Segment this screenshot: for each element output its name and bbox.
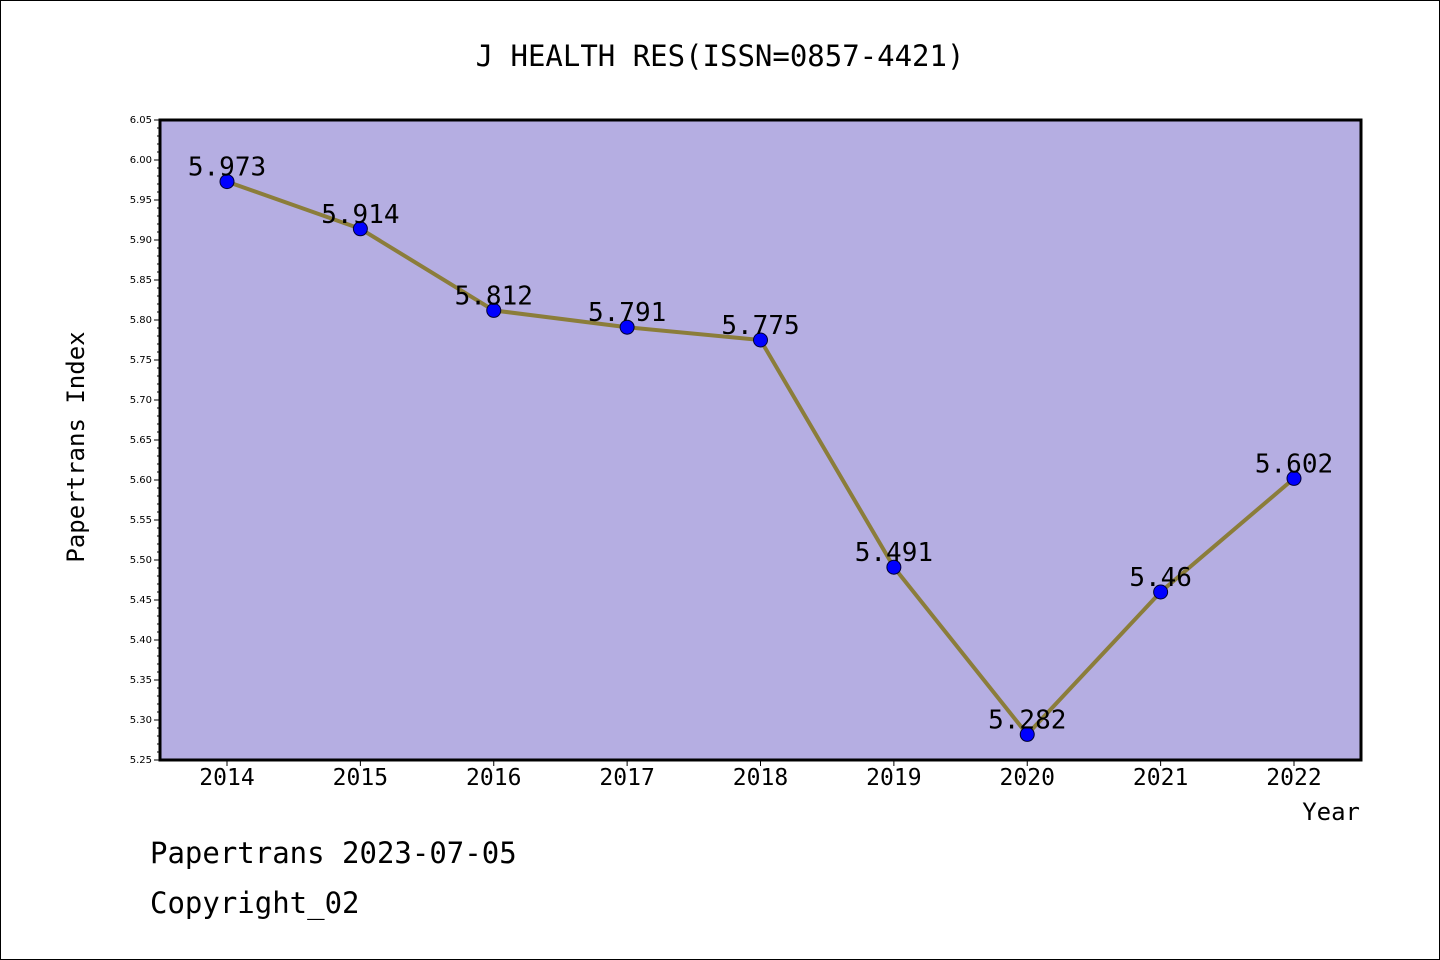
x-tick-label: 2020 [1000,765,1055,791]
data-point [1286,470,1302,486]
data-point [352,221,368,237]
y-tick-label: 5.35 [130,675,152,686]
x-tick-label: 2022 [1266,765,1321,791]
x-tick-label: 2015 [333,765,388,791]
x-axis-label: Year [1302,798,1360,826]
x-tick-label: 2019 [866,765,921,791]
data-labels: 5.973 5.914 5.812 5.791 5.775 5.491 5.282 5.46 5… [188,153,1333,736]
data-label: 5.791 [588,298,666,328]
y-tick-label: 6.05 [130,115,152,126]
data-label: 5.775 [721,311,799,341]
y-tick-label: 5.80 [130,315,152,326]
chart-title: J HEALTH RES(ISSN=0857-4421) [476,39,965,73]
data-point [1019,726,1035,742]
footer-date: Papertrans 2023-07-05 [150,836,517,870]
data-label: 5.812 [455,281,533,311]
y-tick-label: 5.50 [130,555,152,566]
x-axis-ticks: 2014 2015 2016 2017 2018 2019 2020 2021 2022 [199,760,1322,791]
y-axis-label: Papertrans Index [62,331,90,562]
data-label: 5.491 [855,538,933,568]
footer-copyright: Copyright_02 [150,886,360,920]
plot-border [158,118,1363,762]
y-tick-label: 5.45 [130,595,152,606]
y-tick-label: 5.75 [130,355,152,366]
data-label: 5.973 [188,153,266,183]
x-tick-label: 2021 [1133,765,1188,791]
data-point [753,332,768,348]
y-axis-ticks: 5.25 5.30 5.35 5.40 5.45 5.50 5.55 5.60 5.65 5.70… [130,115,160,766]
x-tick-label: 2018 [733,765,788,791]
data-label: 5.602 [1255,449,1333,479]
y-tick-label: 5.30 [130,715,152,726]
data-label: 5.914 [321,200,399,230]
y-tick-label: 5.25 [130,755,152,766]
x-tick-label: 2016 [466,765,521,791]
data-point [886,559,902,575]
x-tick-label: 2017 [599,765,654,791]
x-tick-label: 2014 [199,765,254,791]
data-point [1153,584,1169,600]
y-tick-label: 5.60 [130,475,152,486]
y-tick-label: 6.00 [130,155,152,166]
data-point [486,302,502,318]
data-label: 5.46 [1129,563,1192,593]
data-points [219,174,1302,742]
y-tick-label: 5.90 [130,235,152,246]
data-point [619,319,635,335]
y-tick-label: 5.70 [130,395,152,406]
data-label: 5.282 [988,705,1066,735]
y-tick-label: 5.55 [130,515,152,526]
y-tick-label: 5.95 [130,195,152,206]
y-tick-label: 5.40 [130,635,152,646]
data-point [219,174,235,190]
y-tick-label: 5.85 [130,275,152,286]
y-tick-label: 5.65 [130,435,152,446]
